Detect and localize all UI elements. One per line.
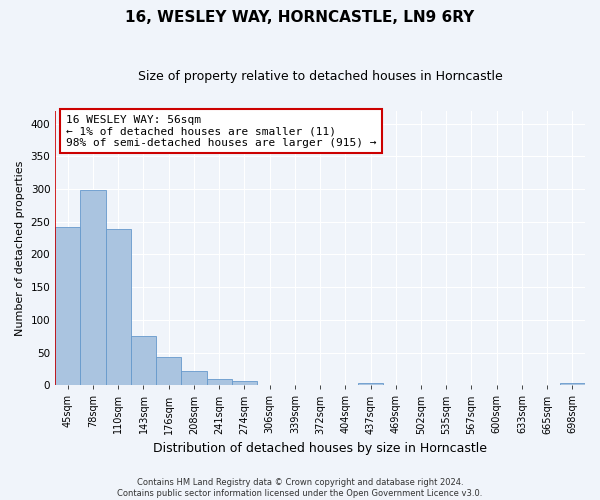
Bar	[232, 382, 257, 386]
Bar	[106, 229, 131, 386]
Y-axis label: Number of detached properties: Number of detached properties	[15, 160, 25, 336]
Bar	[560, 382, 585, 386]
Text: Contains HM Land Registry data © Crown copyright and database right 2024.
Contai: Contains HM Land Registry data © Crown c…	[118, 478, 482, 498]
Text: 16, WESLEY WAY, HORNCASTLE, LN9 6RY: 16, WESLEY WAY, HORNCASTLE, LN9 6RY	[125, 10, 475, 25]
Bar	[156, 357, 181, 386]
X-axis label: Distribution of detached houses by size in Horncastle: Distribution of detached houses by size …	[153, 442, 487, 455]
Bar	[358, 382, 383, 386]
Bar	[55, 227, 80, 386]
Bar	[206, 378, 232, 386]
Bar	[80, 190, 106, 386]
Bar	[131, 336, 156, 386]
Bar	[181, 371, 206, 386]
Text: 16 WESLEY WAY: 56sqm
← 1% of detached houses are smaller (11)
98% of semi-detach: 16 WESLEY WAY: 56sqm ← 1% of detached ho…	[66, 114, 376, 148]
Title: Size of property relative to detached houses in Horncastle: Size of property relative to detached ho…	[138, 70, 502, 83]
